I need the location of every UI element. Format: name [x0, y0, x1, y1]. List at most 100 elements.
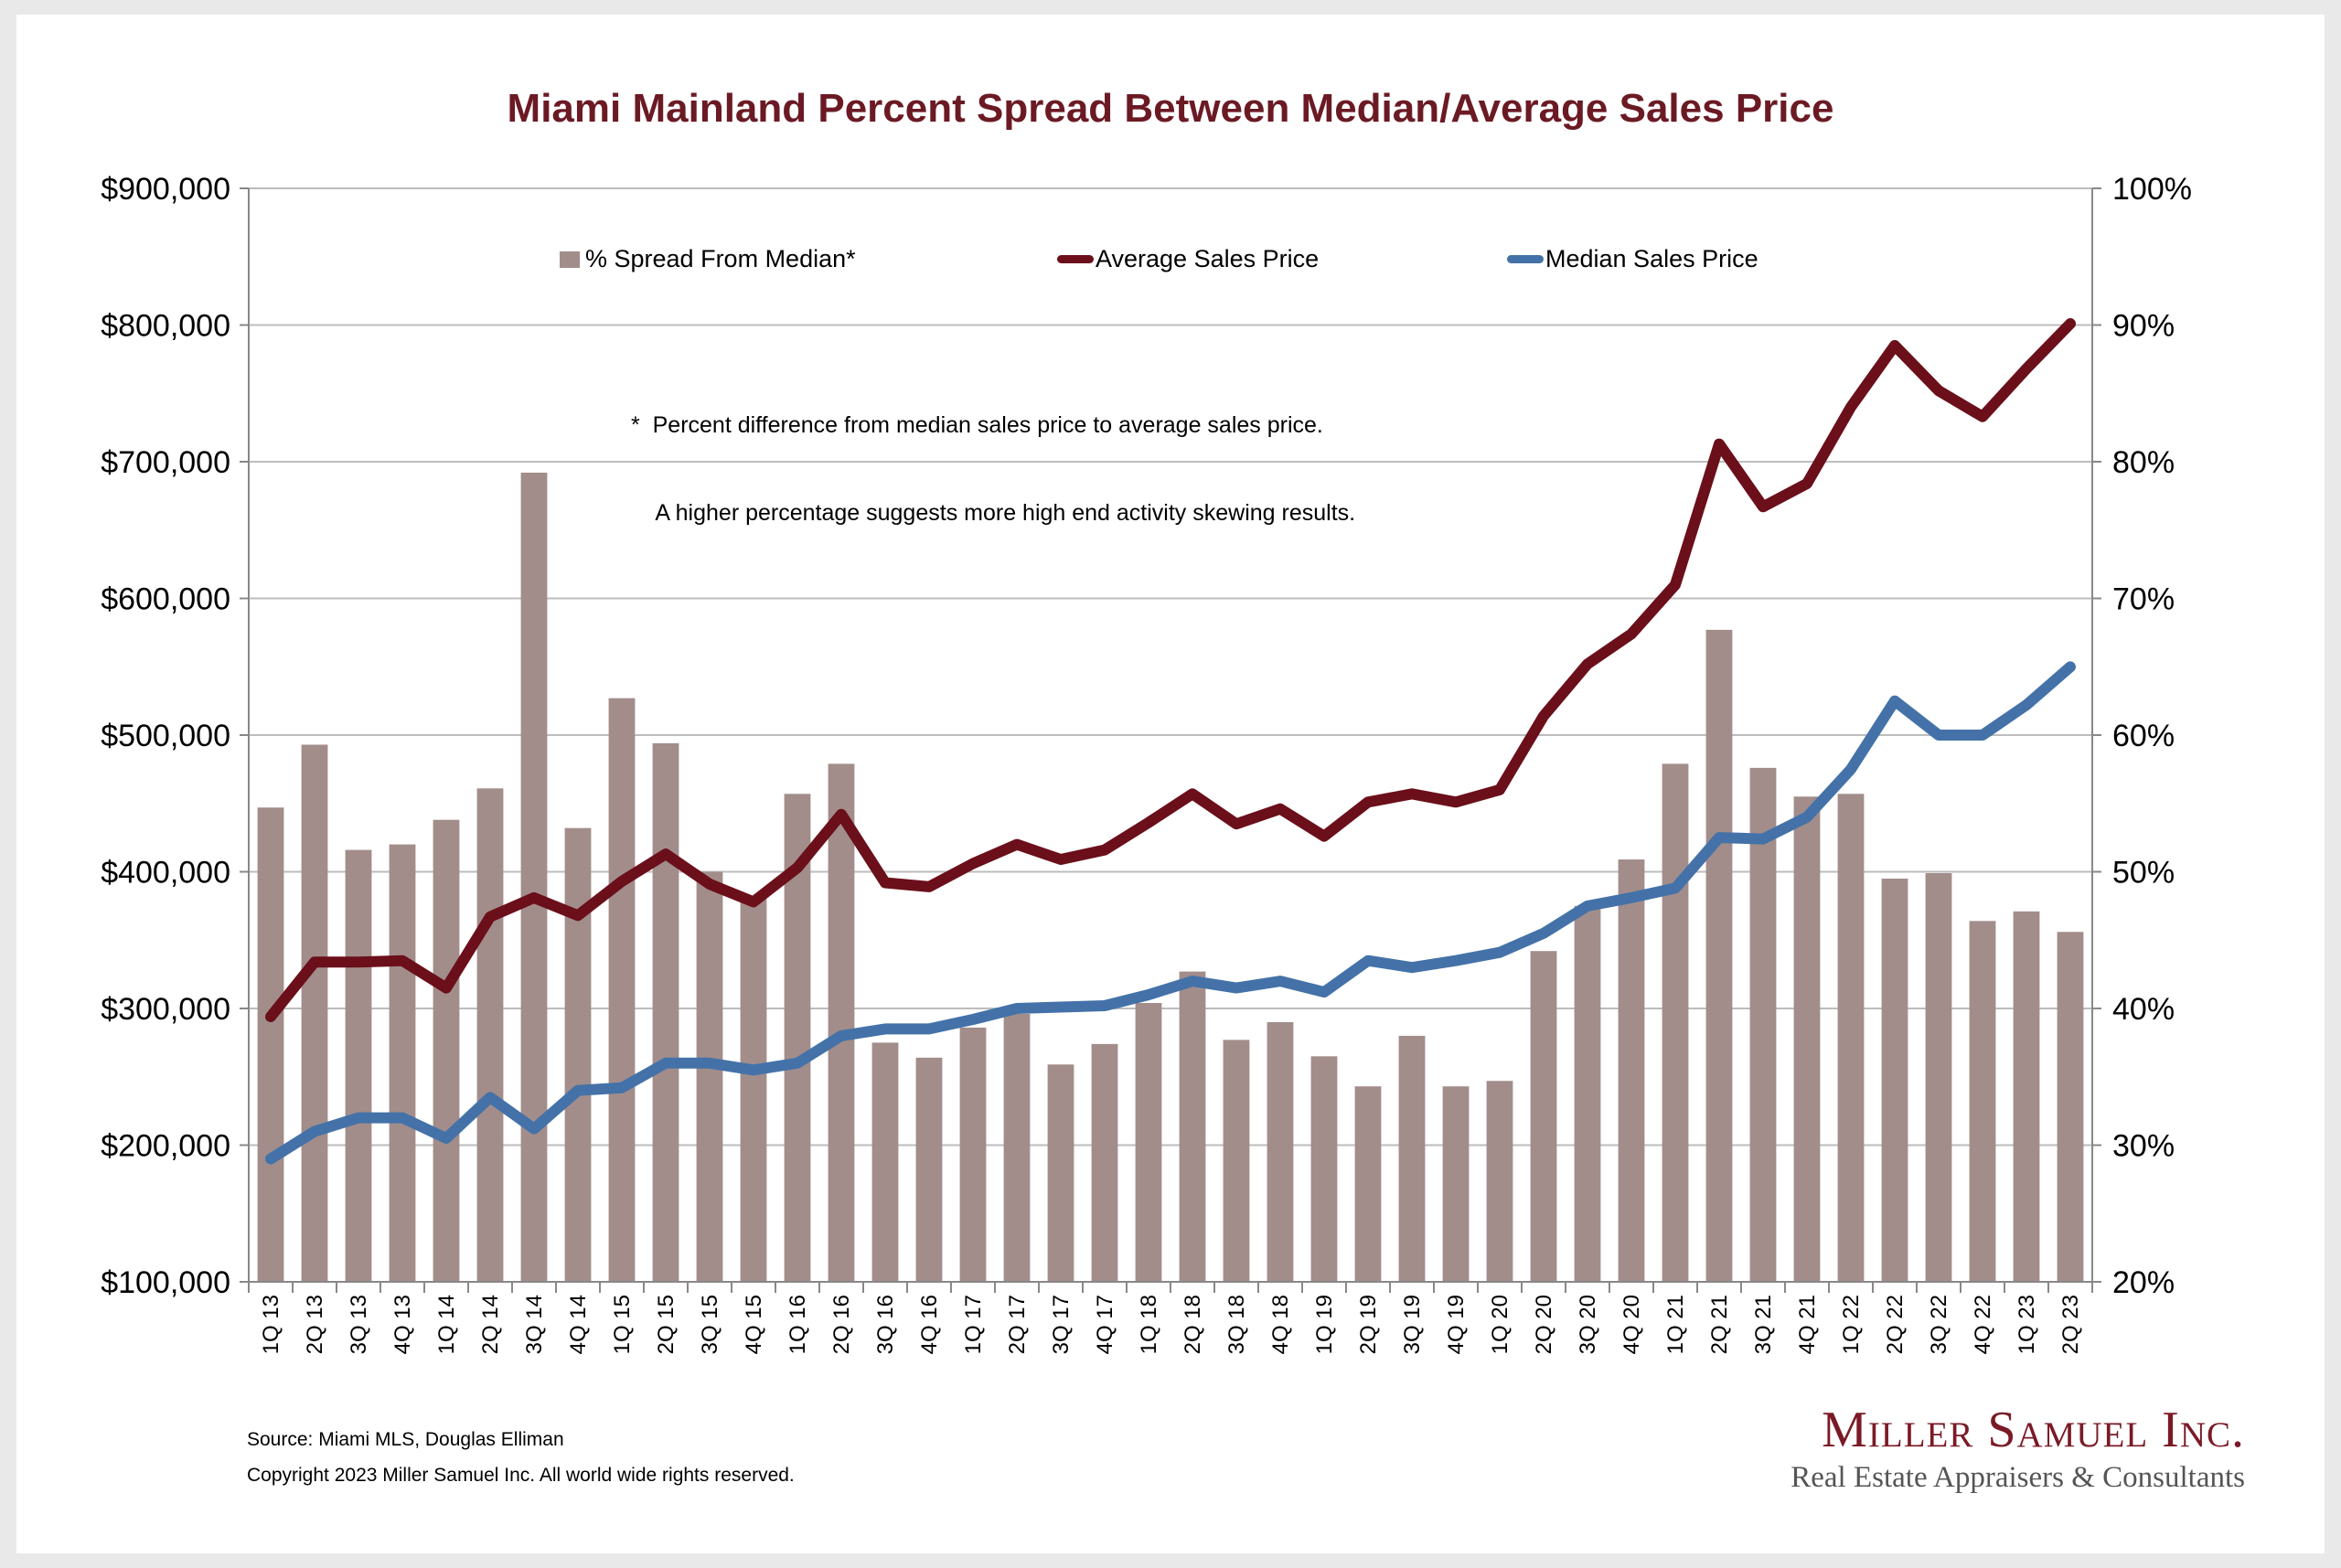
bar-spread	[1793, 796, 1821, 1282]
bar-spread	[564, 827, 592, 1282]
legend-swatch-average	[1057, 255, 1094, 263]
bar-spread	[1705, 629, 1733, 1282]
y-right-tick-label: 40%	[2112, 992, 2175, 1027]
x-tick-label: 4Q 13	[390, 1295, 415, 1354]
bar-spread	[1749, 767, 1777, 1282]
bar-spread	[959, 1027, 987, 1282]
x-tick-label: 1Q 21	[1663, 1295, 1688, 1354]
x-tick-label: 4Q 19	[1444, 1295, 1469, 1354]
legend-label-spread: % Spread From Median*	[585, 245, 856, 272]
y-left-tick-label: $300,000	[101, 992, 230, 1027]
y-right-tick-label: 70%	[2112, 582, 2175, 617]
x-tick-label: 2Q 20	[1532, 1295, 1556, 1354]
x-tick-label: 2Q 13	[303, 1295, 327, 1354]
bar-spread	[1398, 1035, 1426, 1282]
brand-tagline: Real Estate Appraisers & Consultants	[1790, 1461, 2245, 1494]
y-left-tick-label: $800,000	[101, 309, 230, 344]
x-tick-label: 1Q 14	[434, 1295, 459, 1354]
line-average-sales-price	[265, 318, 2076, 1022]
x-tick-label: 1Q 16	[786, 1295, 810, 1354]
legend-swatch-median	[1507, 255, 1544, 263]
x-tick-label: 4Q 16	[917, 1295, 942, 1354]
bar-spread	[1267, 1021, 1294, 1282]
bar-spread	[696, 871, 723, 1282]
x-tick-label: 2Q 14	[478, 1295, 503, 1354]
x-tick-label: 2Q 22	[1883, 1295, 1908, 1354]
x-tick-label: 4Q 18	[1268, 1295, 1293, 1354]
bar-spread	[520, 472, 548, 1282]
x-tick-label: 2Q 16	[829, 1295, 854, 1354]
legend-label-median: Median Sales Price	[1545, 245, 1758, 272]
bar-spread	[828, 763, 855, 1282]
brand-name: Miller Samuel Inc.	[1822, 1402, 2245, 1458]
x-tick-label: 4Q 17	[1093, 1295, 1117, 1354]
bar-spread	[1486, 1081, 1513, 1282]
y-left-tick-label: $400,000	[101, 856, 230, 891]
footnote-line-2: A higher percentage suggests more high e…	[631, 500, 1356, 526]
bar-spread	[1354, 1086, 1382, 1282]
bar-spread	[1442, 1086, 1470, 1282]
x-tick-label: 3Q 13	[347, 1295, 371, 1354]
bar-spread	[1530, 951, 1557, 1282]
bar-spread	[740, 899, 767, 1282]
x-tick-label: 2Q 15	[654, 1295, 679, 1354]
y-right-tick-label: 20%	[2112, 1265, 2175, 1300]
y-left-tick-label: $500,000	[101, 719, 230, 753]
bar-spread	[2057, 932, 2084, 1282]
y-left-tick-label: $700,000	[101, 445, 230, 480]
bar-spread	[433, 819, 460, 1282]
bar-spread	[1837, 794, 1865, 1282]
x-tick-label: 4Q 21	[1795, 1295, 1820, 1354]
bar-spread	[1574, 905, 1601, 1282]
y-right-tick-label: 50%	[2112, 856, 2175, 891]
bar-spread	[2013, 911, 2040, 1282]
bar-spread	[1091, 1043, 1118, 1282]
x-tick-label: 3Q 17	[1049, 1295, 1074, 1354]
y-right-tick-label: 100%	[2112, 172, 2192, 207]
bar-spread	[389, 844, 416, 1282]
source-note: Source: Miami MLS, Douglas Elliman	[247, 1429, 564, 1450]
x-tick-label: 3Q 22	[1927, 1295, 1951, 1354]
x-tick-label: 1Q 23	[2015, 1295, 2039, 1354]
brand-logo: Miller Samuel Inc. Real Estate Appraiser…	[1790, 1401, 2245, 1495]
y-left-tick-label: $200,000	[101, 1129, 230, 1164]
x-tick-label: 3Q 16	[873, 1295, 898, 1354]
chart-title: Miami Mainland Percent Spread Between Me…	[507, 86, 1834, 131]
y-left-tick-label: $600,000	[101, 582, 230, 617]
y-right-tick-label: 80%	[2112, 445, 2175, 480]
bar-spread	[1925, 872, 1952, 1282]
y-left-tick-label: $900,000	[101, 172, 230, 207]
x-tick-label: 3Q 18	[1224, 1295, 1249, 1354]
x-tick-label: 3Q 20	[1576, 1295, 1600, 1354]
bar-spread	[1047, 1064, 1074, 1282]
x-tick-label: 3Q 14	[522, 1295, 547, 1354]
bar-spread	[1662, 763, 1689, 1282]
line-median-sales-price	[265, 661, 2076, 1165]
x-tick-label: 1Q 22	[1839, 1295, 1864, 1354]
x-tick-label: 1Q 18	[1137, 1295, 1161, 1354]
x-tick-label: 2Q 21	[1707, 1295, 1732, 1354]
x-tick-label: 4Q 22	[1971, 1295, 1995, 1354]
x-tick-label: 1Q 15	[610, 1295, 635, 1354]
chart-frame	[16, 15, 2325, 1553]
x-tick-label: 2Q 23	[2058, 1295, 2083, 1354]
bar-spread	[1618, 859, 1645, 1282]
bar-spread	[476, 788, 504, 1282]
bar-spread	[608, 698, 636, 1282]
legend-swatch-spread	[560, 251, 580, 268]
x-tick-label: 4Q 20	[1619, 1295, 1644, 1354]
x-tick-label: 2Q 17	[1005, 1295, 1030, 1354]
bar-spread	[1003, 1013, 1031, 1282]
x-tick-label: 4Q 15	[742, 1295, 766, 1354]
x-tick-label: 4Q 14	[566, 1295, 591, 1354]
y-right-tick-label: 30%	[2112, 1129, 2175, 1164]
legend-item-spread: % Spread From Median*	[560, 245, 856, 273]
x-tick-label: 1Q 20	[1488, 1295, 1513, 1354]
chart-footnote: * Percent difference from median sales p…	[631, 352, 1355, 557]
x-tick-label: 2Q 18	[1181, 1295, 1205, 1354]
x-tick-label: 3Q 21	[1751, 1295, 1776, 1354]
x-tick-label: 1Q 17	[961, 1295, 986, 1354]
bar-spread	[1179, 971, 1206, 1282]
y-right-tick-label: 90%	[2112, 309, 2175, 344]
